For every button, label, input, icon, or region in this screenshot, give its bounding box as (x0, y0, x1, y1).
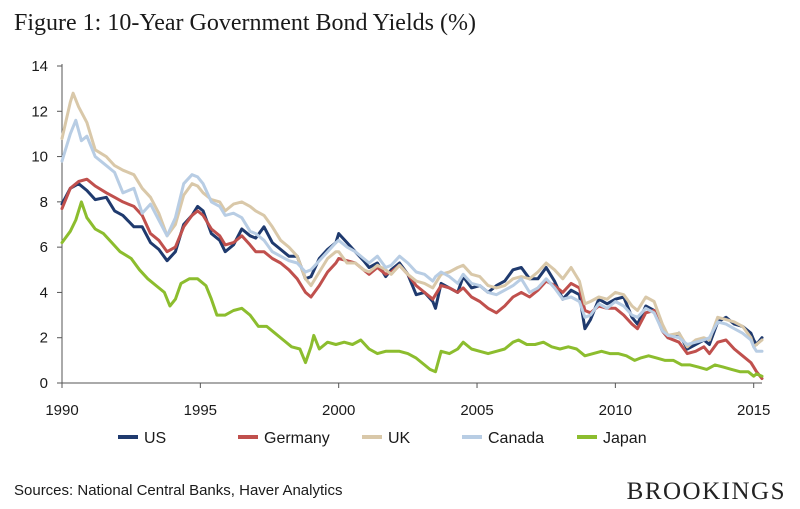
x-tick-label: 2005 (460, 402, 493, 419)
source-note: Sources: National Central Banks, Haver A… (14, 482, 343, 499)
y-tick-label: 12 (31, 103, 48, 120)
y-tick-label: 14 (31, 58, 48, 75)
y-tick-label: 10 (31, 149, 48, 166)
legend-label-germany: Germany (264, 430, 330, 447)
x-tick-label: 1995 (184, 402, 217, 419)
y-tick-label: 0 (40, 375, 48, 392)
legend-label-us: US (144, 430, 166, 447)
y-tick-label: 6 (40, 239, 48, 256)
legend: US Germany UK Canada Japan (118, 430, 647, 447)
y-tick-label: 8 (40, 194, 48, 211)
y-tick-label: 2 (40, 330, 48, 347)
series-line-japan (60, 200, 764, 378)
legend-label-uk: UK (388, 430, 411, 447)
series-line-uk (60, 91, 764, 349)
x-tick-label: 2015 (737, 402, 770, 419)
brookings-logo: BROOKINGS (626, 478, 786, 505)
x-tick-label: 2010 (599, 402, 632, 419)
legend-label-canada: Canada (488, 430, 544, 447)
series-lines (60, 91, 764, 380)
axes: 0 2 4 6 8 10 12 14 1990 1995 2000 2005 2010 2015 (31, 58, 770, 419)
series-line-canada (60, 118, 764, 353)
legend-label-japan: Japan (603, 430, 647, 447)
line-chart: 0 2 4 6 8 10 12 14 1990 1995 2000 2005 2010 2015 US Ge… (31, 58, 770, 447)
y-tick-label: 4 (40, 284, 48, 301)
chart-title: Figure 1: 10-Year Government Bond Yields… (14, 10, 476, 36)
x-tick-label: 2000 (322, 402, 355, 419)
x-tick-label: 1990 (45, 402, 78, 419)
